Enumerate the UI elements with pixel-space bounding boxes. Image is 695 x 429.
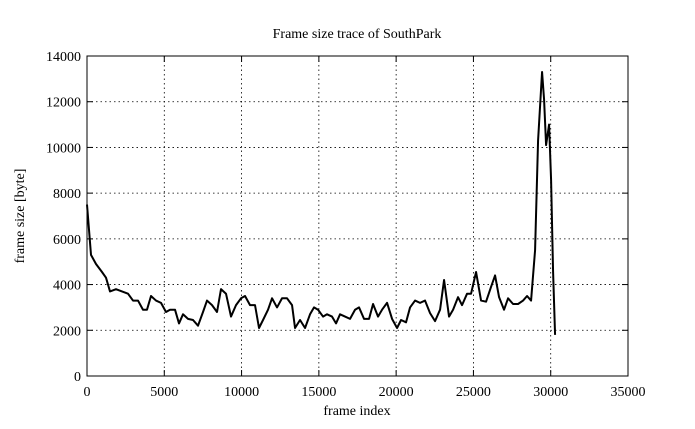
x-tick-label: 5000 bbox=[150, 385, 178, 400]
y-axis-label: frame size [byte] bbox=[13, 169, 28, 264]
y-tick-label: 8000 bbox=[53, 187, 81, 202]
y-tick-label: 4000 bbox=[53, 279, 81, 294]
x-tick-label: 0 bbox=[84, 385, 91, 400]
y-tick-label: 0 bbox=[74, 370, 81, 385]
plot: 0 2000 4000 6000 8000 10000 12000 14000 0 5000 100… bbox=[46, 50, 646, 400]
x-tick-label: 35000 bbox=[611, 385, 646, 400]
data-line bbox=[86, 71, 557, 335]
plot-frame bbox=[86, 55, 629, 377]
y-tick-label: 6000 bbox=[53, 233, 81, 248]
x-tick-label: 10000 bbox=[224, 385, 259, 400]
x-tick-label: 20000 bbox=[379, 385, 414, 400]
y-tick-label: 14000 bbox=[46, 50, 81, 65]
x-tick-label: 15000 bbox=[301, 385, 336, 400]
y-tick-label: 10000 bbox=[46, 141, 81, 156]
x-tick-label: 30000 bbox=[533, 385, 568, 400]
x-axis-label: frame index bbox=[323, 404, 390, 419]
chart-title: Frame size trace of SouthPark bbox=[273, 27, 442, 42]
x-tick-label: 25000 bbox=[456, 385, 491, 400]
y-tick-label: 12000 bbox=[46, 96, 81, 111]
y-tick-label: 2000 bbox=[53, 324, 81, 339]
